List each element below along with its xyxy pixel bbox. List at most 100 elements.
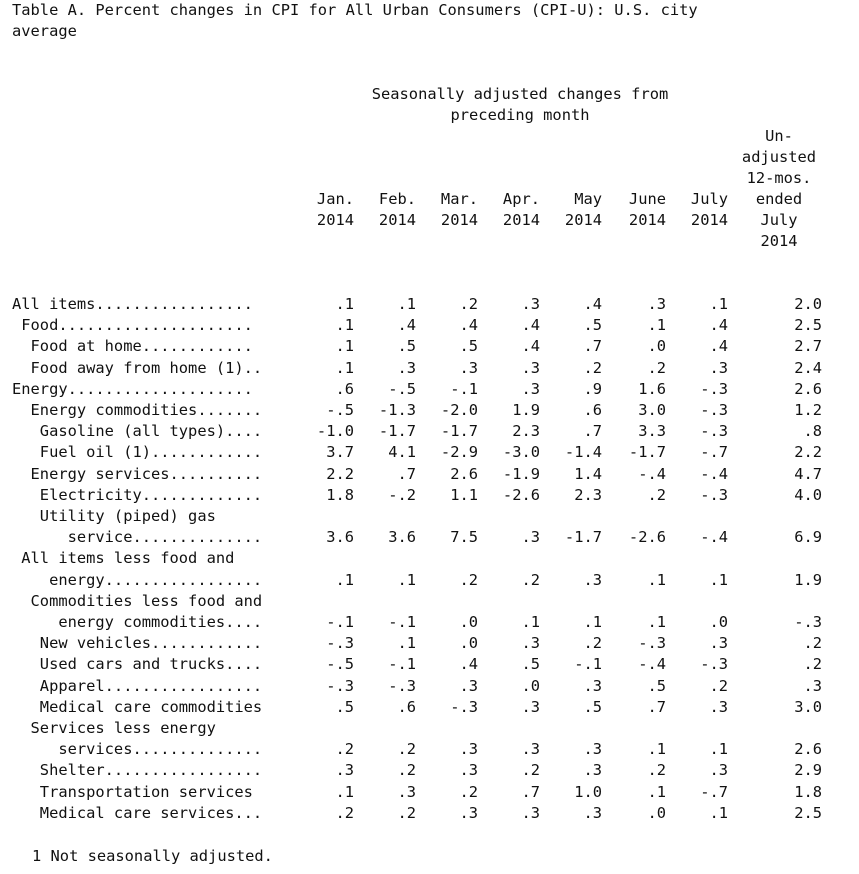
monthly-change-cell: .3 bbox=[709, 634, 728, 652]
monthly-change-cell: .1 bbox=[647, 571, 666, 589]
footnote: 1 Not seasonally adjusted. bbox=[32, 847, 273, 865]
monthly-change-cell: .3 bbox=[459, 804, 478, 822]
monthly-change-cell: .3 bbox=[521, 634, 540, 652]
monthly-change-cell: .3 bbox=[521, 295, 540, 313]
monthly-change-cell: .3 bbox=[709, 698, 728, 716]
monthly-change-cell: .3 bbox=[521, 698, 540, 716]
month-header-year: 2014 bbox=[502, 211, 540, 229]
monthly-change-cell: -.5 bbox=[326, 401, 354, 419]
monthly-change-cell: .3 bbox=[397, 359, 416, 377]
monthly-change-cell: -.2 bbox=[388, 486, 416, 504]
table-row: services.............. .2 .2 .3 .3 .3 .1 .1 2.6 bbox=[0, 739, 859, 760]
row-label: Energy services.......... bbox=[12, 465, 263, 483]
monthly-change-cell: .5 bbox=[459, 337, 478, 355]
monthly-change-cell: -1.0 bbox=[316, 422, 354, 440]
monthly-change-cell: -.5 bbox=[326, 655, 354, 673]
twelve-month-change-cell: .3 bbox=[803, 677, 822, 695]
monthly-change-cell: -.3 bbox=[700, 486, 728, 504]
row-label: services.............. bbox=[12, 740, 263, 758]
monthly-change-cell: .4 bbox=[583, 295, 602, 313]
table-row: energy................. .1 .1 .2 .2 .3 .1 .1 1.9 bbox=[0, 570, 859, 591]
monthly-change-cell: 1.9 bbox=[512, 401, 540, 419]
monthly-change-cell: 3.3 bbox=[638, 422, 666, 440]
monthly-change-cell: 1.6 bbox=[638, 380, 666, 398]
monthly-change-cell: 4.1 bbox=[388, 443, 416, 461]
monthly-change-cell: .1 bbox=[397, 571, 416, 589]
table-row: Electricity............. 1.8 -.2 1.1 -2.6 2.3… bbox=[0, 485, 859, 506]
monthly-change-cell: .1 bbox=[647, 740, 666, 758]
monthly-change-cell: .1 bbox=[709, 295, 728, 313]
month-header-label: Apr. bbox=[502, 190, 540, 208]
table-row: Fuel oil (1)............ 3.7 4.1 -2.9 -3.0 -1… bbox=[0, 442, 859, 463]
month-header-label: Jan. bbox=[316, 190, 354, 208]
monthly-change-cell: -.3 bbox=[700, 422, 728, 440]
monthly-change-cell: .1 bbox=[335, 571, 354, 589]
month-header-label: Mar. bbox=[440, 190, 478, 208]
monthly-change-cell: -.5 bbox=[388, 380, 416, 398]
unadjusted-header-line: ended bbox=[755, 190, 803, 208]
twelve-month-change-cell: 1.8 bbox=[794, 783, 822, 801]
monthly-change-cell: -1.4 bbox=[564, 443, 602, 461]
monthly-change-cell: .1 bbox=[647, 783, 666, 801]
monthly-change-cell: .3 bbox=[521, 359, 540, 377]
monthly-change-cell: .4 bbox=[709, 337, 728, 355]
row-label: energy commodities.... bbox=[12, 613, 263, 631]
monthly-change-cell: .3 bbox=[459, 359, 478, 377]
monthly-change-cell: .1 bbox=[335, 359, 354, 377]
monthly-change-cell: -1.3 bbox=[378, 401, 416, 419]
monthly-change-cell: .2 bbox=[459, 571, 478, 589]
monthly-change-cell: .0 bbox=[647, 337, 666, 355]
row-label: All items less food and bbox=[12, 549, 235, 567]
month-header-label: Feb. bbox=[378, 190, 416, 208]
monthly-change-cell: -.3 bbox=[388, 677, 416, 695]
table-row: Apparel................. -.3 -.3 .3 .0 .3 .5 .2… bbox=[0, 676, 859, 697]
monthly-change-cell: -2.0 bbox=[440, 401, 478, 419]
twelve-month-change-cell: 2.5 bbox=[794, 804, 822, 822]
monthly-change-cell: 3.6 bbox=[388, 528, 416, 546]
twelve-month-change-cell: .8 bbox=[803, 422, 822, 440]
monthly-change-cell: .4 bbox=[521, 337, 540, 355]
monthly-change-cell: .1 bbox=[709, 740, 728, 758]
twelve-month-change-cell: .2 bbox=[803, 655, 822, 673]
monthly-change-cell: .3 bbox=[583, 677, 602, 695]
monthly-change-cell: .0 bbox=[647, 804, 666, 822]
monthly-change-cell: .2 bbox=[647, 359, 666, 377]
monthly-change-cell: .3 bbox=[459, 677, 478, 695]
monthly-change-cell: .1 bbox=[397, 295, 416, 313]
month-header-year: 2014 bbox=[628, 211, 666, 229]
row-label: Fuel oil (1)............ bbox=[12, 443, 263, 461]
monthly-change-cell: 1.4 bbox=[574, 465, 602, 483]
unadjusted-header-line: Un- bbox=[765, 127, 793, 145]
table-row: Food..................... .1 .4 .4 .4 .5 .1 .4 2… bbox=[0, 315, 859, 336]
monthly-change-cell: -1.7 bbox=[564, 528, 602, 546]
month-header-label: July bbox=[690, 190, 728, 208]
table-row: Commodities less food and bbox=[0, 591, 859, 612]
monthly-change-cell: -.1 bbox=[574, 655, 602, 673]
monthly-change-cell: 3.6 bbox=[326, 528, 354, 546]
row-label: New vehicles............ bbox=[12, 634, 263, 652]
table-row: Transportation services .1 .3 .2 .7 1.0 .1 -.7 1… bbox=[0, 782, 859, 803]
row-label: Shelter................. bbox=[12, 761, 263, 779]
monthly-change-cell: .1 bbox=[335, 783, 354, 801]
month-header-label: May bbox=[574, 190, 602, 208]
monthly-change-cell: .5 bbox=[335, 698, 354, 716]
monthly-change-cell: -.3 bbox=[326, 677, 354, 695]
monthly-change-cell: .2 bbox=[521, 571, 540, 589]
row-label: Energy.................... bbox=[12, 380, 253, 398]
row-label: Electricity............. bbox=[12, 486, 263, 504]
monthly-change-cell: .2 bbox=[459, 783, 478, 801]
monthly-change-cell: .7 bbox=[397, 465, 416, 483]
table-row: All items less food and bbox=[0, 548, 859, 569]
seasonally-adjusted-heading-line-1: Seasonally adjusted changes from bbox=[371, 85, 669, 103]
seasonally-adjusted-heading-line-2: preceding month bbox=[450, 106, 590, 124]
row-label: energy................. bbox=[12, 571, 263, 589]
monthly-change-cell: .0 bbox=[709, 613, 728, 631]
row-label: Gasoline (all types).... bbox=[12, 422, 263, 440]
monthly-change-cell: .1 bbox=[709, 804, 728, 822]
monthly-change-cell: .3 bbox=[521, 380, 540, 398]
unadjusted-header-line: July bbox=[760, 211, 798, 229]
unadjusted-header-line: 2014 bbox=[760, 232, 798, 250]
monthly-change-cell: .9 bbox=[583, 380, 602, 398]
twelve-month-change-cell: 2.4 bbox=[794, 359, 822, 377]
twelve-month-change-cell: 1.9 bbox=[794, 571, 822, 589]
